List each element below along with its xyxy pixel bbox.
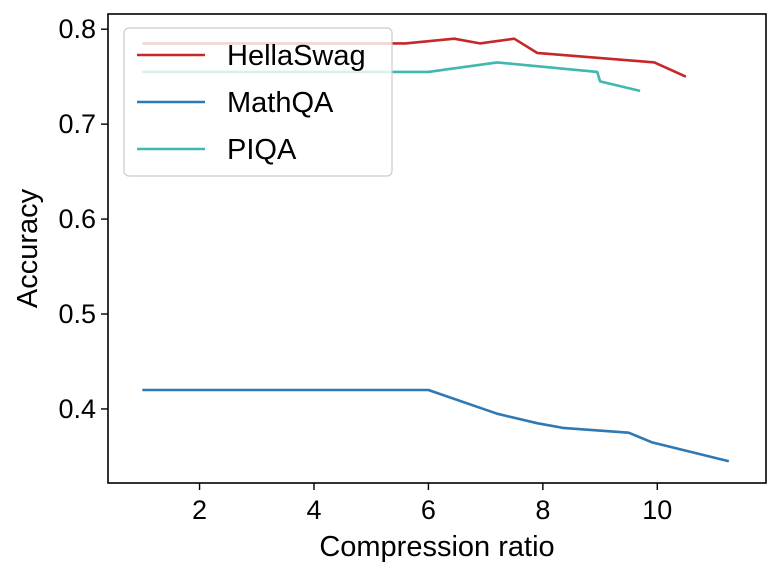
plot-frame <box>107 13 767 484</box>
series-line-hellaswag <box>142 37 687 78</box>
x-tick-label: 8 <box>535 495 550 525</box>
legend-label-hellaswag: HellaSwag <box>227 40 366 72</box>
y-axis-label: Accuracy <box>12 188 44 308</box>
x-axis-ticks: 2 4 6 8 10 <box>192 483 672 525</box>
y-tick-label: 0.4 <box>58 394 96 424</box>
legend: HellaSwag MathQA PIQA <box>123 27 393 177</box>
series-line-mathqa <box>142 388 730 463</box>
y-tick-label: 0.8 <box>58 14 96 44</box>
y-tick-label: 0.6 <box>58 204 96 234</box>
x-tick-label: 4 <box>306 495 321 525</box>
y-tick-label: 0.5 <box>58 299 96 329</box>
y-tick-label: 0.7 <box>58 109 96 139</box>
legend-label-piqa: PIQA <box>227 134 297 166</box>
x-axis-label: Compression ratio <box>319 531 554 563</box>
legend-label-mathqa: MathQA <box>227 87 334 119</box>
legend-box <box>123 27 393 177</box>
y-axis-ticks: 0.4 0.5 0.6 0.7 0.8 <box>58 14 108 424</box>
x-tick-label: 2 <box>192 495 207 525</box>
x-tick-label: 6 <box>421 495 436 525</box>
x-tick-label: 10 <box>642 495 672 525</box>
